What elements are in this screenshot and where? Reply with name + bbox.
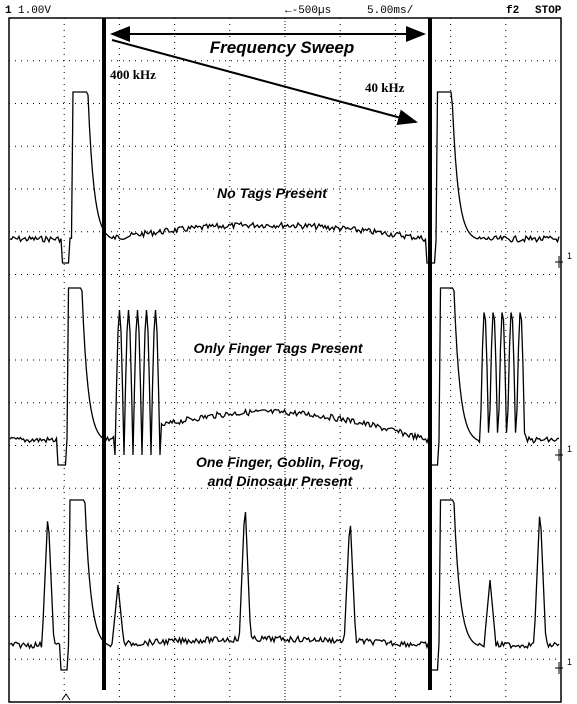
page: Frequency Sweep 400 kHz 40 kHz No Tags P…	[0, 0, 577, 704]
ground-label: 1	[567, 657, 572, 667]
channel: 1	[5, 5, 12, 17]
trace-label: One Finger, Goblin, Frog,	[196, 454, 364, 470]
scope-screen: Frequency Sweep 400 kHz 40 kHz No Tags P…	[0, 0, 577, 704]
volts-per-div: 1.00V	[18, 5, 51, 17]
trace-label: and Dinosaur Present	[208, 473, 354, 489]
trace-label: No Tags Present	[217, 185, 328, 201]
sweep-label: Frequency Sweep	[210, 38, 355, 57]
timebase: 5.00ms/	[367, 5, 413, 17]
function: f2	[506, 5, 519, 17]
ground-label: 1	[567, 251, 572, 261]
run-state: STOP	[535, 5, 562, 17]
ground-label: 1	[567, 444, 572, 454]
delay: ←-500µs	[285, 5, 331, 17]
start-freq: 400 kHz	[110, 67, 156, 82]
end-freq: 40 kHz	[365, 80, 405, 95]
trace-label: Only Finger Tags Present	[193, 340, 363, 356]
